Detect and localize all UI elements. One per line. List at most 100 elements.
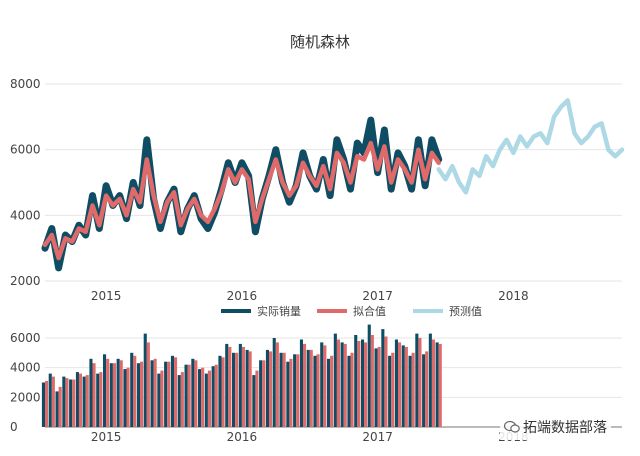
- bar-actual: [75, 372, 79, 427]
- y-tick-label: 8000: [10, 77, 41, 91]
- bar-fitted: [411, 352, 415, 427]
- bar-fitted: [187, 364, 191, 427]
- bar-fitted: [262, 360, 266, 428]
- bar-x-tick-label: 2017: [362, 430, 393, 444]
- bar-actual: [150, 360, 154, 428]
- bar-actual: [367, 324, 371, 427]
- bar-actual: [279, 352, 283, 427]
- bar-actual: [136, 363, 140, 427]
- bar-actual: [225, 343, 229, 427]
- bar-actual: [232, 352, 236, 427]
- bar-fitted: [106, 358, 110, 427]
- bar-fitted: [180, 372, 184, 427]
- x-tick-label: 2018: [498, 289, 529, 303]
- bar-fitted: [255, 370, 259, 427]
- bar-y-tick-label: 6000: [10, 331, 41, 345]
- bar-actual: [89, 358, 93, 427]
- series-line-2: [42, 140, 441, 261]
- bar-actual: [435, 342, 439, 427]
- bar-actual: [354, 335, 358, 427]
- bar-fitted: [78, 373, 82, 427]
- bar-actual: [408, 355, 412, 427]
- bar-fitted: [391, 352, 395, 427]
- bar-fitted: [438, 343, 442, 427]
- bar-fitted: [398, 342, 402, 427]
- bar-actual: [422, 354, 426, 427]
- bar-fitted: [146, 342, 150, 427]
- bar-fitted: [45, 381, 49, 427]
- bar-actual: [306, 349, 310, 427]
- bar-actual: [69, 379, 73, 427]
- bar-actual: [265, 349, 269, 427]
- bar-fitted: [357, 341, 361, 427]
- bar-fitted: [404, 346, 408, 427]
- bar-fitted: [201, 367, 205, 427]
- bar-fitted: [350, 352, 354, 427]
- bar-actual: [286, 361, 290, 427]
- x-tick-label: 2016: [227, 289, 258, 303]
- bar-actual: [415, 333, 419, 427]
- bar-fitted: [221, 357, 225, 427]
- bar-fitted: [228, 346, 232, 427]
- bar-fitted: [316, 354, 320, 427]
- bar-fitted: [140, 361, 144, 427]
- bar-actual: [320, 342, 324, 427]
- legend-label: 实际销量: [257, 304, 301, 318]
- bar-actual: [252, 375, 256, 427]
- bar-actual: [82, 376, 86, 427]
- bar-actual: [191, 358, 195, 427]
- bar-fitted: [241, 346, 245, 427]
- x-tick-label: 2017: [362, 289, 393, 303]
- bar-fitted: [248, 351, 252, 427]
- bar-fitted: [126, 367, 130, 427]
- chart-title: 随机森林: [290, 33, 350, 51]
- bar-actual: [259, 360, 263, 428]
- bar-fitted: [58, 386, 62, 427]
- bar-actual: [340, 342, 344, 427]
- bar-fitted: [282, 352, 286, 427]
- x-tick-label: 2015: [91, 289, 122, 303]
- bar-actual: [184, 364, 188, 427]
- bar-fitted: [85, 375, 89, 427]
- bar-actual: [62, 376, 66, 427]
- wechat-icon: [504, 421, 520, 433]
- bar-actual: [143, 333, 147, 427]
- bar-x-tick-label: 2016: [227, 430, 258, 444]
- bar-x-tick-label: 2015: [91, 430, 122, 444]
- bar-actual: [218, 355, 222, 427]
- bar-actual: [211, 366, 215, 427]
- bar-fitted: [364, 342, 368, 427]
- legend-label: 预测值: [449, 305, 482, 318]
- bar-actual: [374, 348, 378, 427]
- bar-fitted: [323, 345, 327, 427]
- bar-fitted: [343, 343, 347, 427]
- bar-fitted: [425, 351, 429, 427]
- bar-actual: [293, 354, 297, 427]
- bar-fitted: [370, 335, 374, 427]
- bar-actual: [428, 333, 432, 427]
- bar-actual: [177, 375, 181, 427]
- bar-fitted: [235, 352, 239, 427]
- bar-fitted: [384, 336, 388, 427]
- bar-fitted: [289, 358, 293, 427]
- bar-actual: [41, 382, 45, 427]
- bar-fitted: [65, 378, 69, 427]
- bar-fitted: [51, 376, 55, 427]
- bar-actual: [48, 373, 52, 427]
- bar-actual: [272, 338, 276, 427]
- series-line-1: [41, 116, 443, 272]
- bar-fitted: [72, 379, 76, 427]
- bar-fitted: [119, 360, 123, 428]
- bar-actual: [361, 339, 365, 427]
- bar-y-tick-label: 0: [10, 420, 18, 434]
- series-line-3: [436, 98, 625, 195]
- bar-actual: [157, 373, 161, 427]
- bar-actual: [238, 343, 242, 427]
- bar-fitted: [153, 358, 157, 427]
- bar-fitted: [336, 339, 340, 427]
- bar-y-tick-label: 4000: [10, 361, 41, 375]
- bar-fitted: [160, 370, 164, 427]
- bar-actual: [327, 358, 331, 427]
- bar-fitted: [309, 349, 313, 427]
